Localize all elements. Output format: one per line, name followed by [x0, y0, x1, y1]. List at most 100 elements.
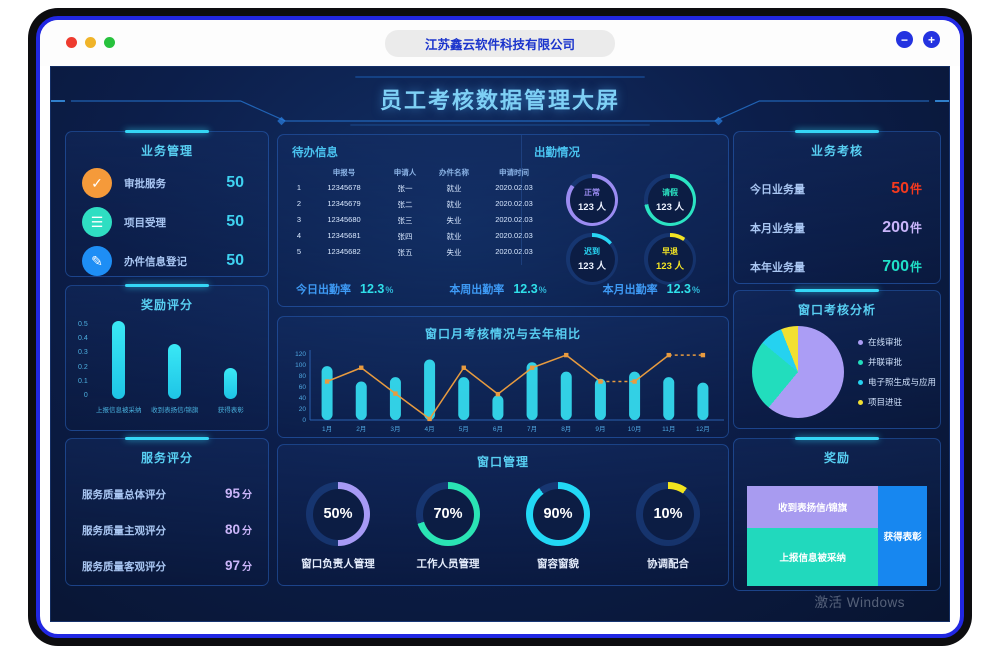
business-item-value: 50	[226, 252, 244, 269]
maximize-button[interactable]	[104, 37, 115, 48]
business-item-value: 50	[226, 213, 244, 230]
table-header-cell: 申报号	[332, 168, 356, 177]
assessment-row: 本年业务量 700件	[750, 258, 922, 276]
assessment-unit: 件	[909, 182, 922, 196]
attendance-ring-label: 请假	[662, 188, 678, 197]
service-score-unit: 分	[242, 490, 252, 501]
window-titlebar: 江苏鑫云软件科技有限公司 − +	[40, 20, 960, 66]
legend-item: 项目进驻	[858, 396, 936, 408]
stat-value: 12.3%	[360, 282, 394, 296]
attendance-ring: 请假 123 人	[644, 174, 696, 226]
attendance-ring-count: 123 人	[656, 202, 684, 213]
service-score-row: 服务质量客观评分 97 分	[82, 558, 252, 574]
attendance-ring-count: 123 人	[578, 261, 606, 272]
bar-column: 收到表扬信/锦旗	[147, 321, 203, 421]
stat-unit: %	[385, 285, 394, 295]
panel-title: 窗口月考核情况与去年相比	[424, 327, 581, 341]
close-button[interactable]	[66, 37, 77, 48]
attendance-rate-stat: 今日出勤率 12.3%	[296, 281, 393, 297]
minimize-button[interactable]	[85, 37, 96, 48]
gauge-ring: 10%	[636, 482, 700, 546]
gauge-item: 70% 工作人员管理	[398, 482, 498, 571]
panel-monthly-compare-chart: 窗口月考核情况与去年相比 0 20 40 60 80 100 120 1月 2月 3月 4月 5月 6月…	[277, 316, 729, 438]
business-item: ✎ 办件信息登记 50	[82, 246, 252, 276]
table-cell: 2020.02.03	[495, 183, 533, 192]
table-cell: 张一	[397, 184, 413, 193]
edit-icon: ✎	[82, 246, 112, 276]
table-cell: 2020.02.03	[495, 199, 533, 208]
attendance-ring-label: 早退	[662, 247, 678, 256]
service-score-value: 80 分	[224, 522, 252, 537]
svg-text:40: 40	[299, 395, 307, 402]
panel-title: 业务管理	[140, 144, 193, 158]
attendance-ring-count: 123 人	[578, 202, 606, 213]
assessment-row: 今日业务量 50件	[750, 180, 922, 198]
table-cell: 12345682	[327, 247, 361, 256]
bar-column: 获得表彰	[203, 321, 259, 421]
business-item: ☰ 项目受理 50	[82, 207, 252, 237]
gauge-label: 工作人员管理	[416, 558, 480, 570]
stat-unit: %	[691, 285, 700, 295]
bar	[168, 344, 182, 399]
table-cell: 12345681	[327, 231, 361, 240]
window-zoom-controls: − +	[896, 31, 940, 48]
zoom-out-button[interactable]: −	[896, 31, 913, 48]
y-axis-ticks: 0.5 0.4 0.3 0.2 0.1 0	[78, 321, 91, 399]
monthly-bar-line-chart: 0 20 40 60 80 100 120 1月 2月 3月 4月 5月 6月 7月 8月 9月 10月 11月 1…	[295, 350, 724, 433]
svg-text:2月: 2月	[356, 425, 366, 433]
legend-label: 电子照生成与应用	[868, 377, 937, 387]
table-cell: 失业	[446, 248, 462, 257]
table-cell: 失业	[446, 216, 462, 225]
service-score-unit: 分	[242, 526, 252, 537]
panel-title: 服务评分	[140, 451, 193, 465]
gauge-value: 90%	[532, 488, 584, 540]
y-tick: 0.3	[78, 349, 88, 357]
table-cell: 5	[296, 247, 302, 256]
panel-window-management: 窗口管理 50% 窗口负责人管理 70% 工作人员管理 90% 窗容窗貌 10% 协调配合	[277, 444, 729, 586]
attendance-rate-stats: 今日出勤率 12.3% 本周出勤率 12.3% 本月出勤率 12.3%	[296, 281, 700, 297]
gauge-item: 50% 窗口负责人管理	[288, 482, 388, 571]
assessment-value: 50件	[891, 180, 922, 197]
pie-legend: 在线审批 并联审批 电子照生成与应用 项目进驻	[858, 336, 936, 408]
assessment-unit: 件	[909, 260, 922, 274]
bar	[112, 321, 126, 399]
table-cell: 4	[296, 231, 302, 240]
gauge-ring: 90%	[526, 482, 590, 546]
svg-text:12月: 12月	[696, 425, 710, 433]
svg-text:4月: 4月	[425, 425, 435, 433]
zoom-in-button[interactable]: +	[923, 31, 940, 48]
pie-chart-area: 在线审批 并联审批 电子照生成与应用 项目进驻	[734, 318, 940, 418]
svg-text:80: 80	[299, 373, 307, 380]
table-header-cell: 申请时间	[499, 168, 529, 177]
attendance-ring: 正常 123 人	[566, 174, 618, 226]
todo-section: 待办信息 申报号 申请人 办件名称 申请时间 1 12345678 张一 就业 2020.02.…	[278, 135, 533, 265]
gauge-label: 窗口负责人管理	[301, 558, 375, 570]
stat-label: 本月出勤率	[602, 284, 658, 296]
svg-text:7月: 7月	[527, 425, 537, 433]
stat-label: 本周出勤率	[449, 284, 505, 296]
y-tick: 0.2	[78, 363, 88, 371]
table-cell: 张二	[397, 200, 413, 209]
business-item-label: 项目受理	[124, 216, 166, 229]
assessment-row: 本月业务量 200件	[750, 219, 922, 237]
treemap-block: 上报信息被采纳	[747, 528, 879, 586]
panel-business-assessment: 业务考核 今日业务量 50件 本月业务量 200件 本年业务量 700件	[733, 131, 941, 284]
table-header-cell: 办件名称	[439, 168, 469, 177]
stat-label: 今日出勤率	[296, 284, 351, 296]
table-cell: 12345678	[327, 183, 361, 192]
gauge-item: 10% 协调配合	[618, 482, 718, 571]
clipboard-check-icon: ✓	[82, 168, 112, 198]
panel-title: 窗口考核分析	[797, 303, 876, 317]
table-header-cell: 申请人	[393, 168, 417, 177]
table-cell: 12345680	[327, 215, 361, 224]
business-assessment-list: 今日业务量 50件 本月业务量 200件 本年业务量 700件	[734, 180, 940, 276]
service-score-unit: 分	[242, 562, 252, 573]
table-cell: 张五	[397, 248, 413, 257]
svg-text:8月: 8月	[561, 425, 571, 433]
service-score-list: 服务质量总体评分 95 分服务质量主观评分 80 分服务质量客观评分 97 分	[66, 486, 268, 574]
reward-bar-chart: 0.5 0.4 0.3 0.2 0.1 0 上报信息被采纳 收到表扬信/锦旗 获得表彰	[78, 321, 258, 421]
header-decoration-lines	[51, 76, 949, 126]
legend-item: 在线审批	[858, 336, 936, 348]
attendance-rate-stat: 本周出勤率 12.3%	[449, 281, 546, 297]
dashboard-title: 员工考核数据管理大屏	[379, 88, 620, 113]
